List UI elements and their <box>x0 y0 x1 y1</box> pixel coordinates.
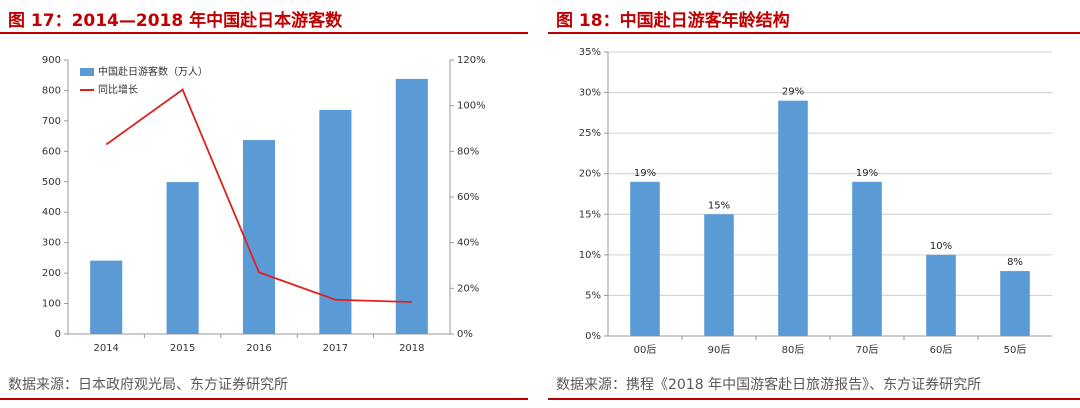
y-tick-label: 20% <box>579 169 601 180</box>
x-tick-label: 2015 <box>170 343 195 354</box>
data-label: 19% <box>856 168 878 179</box>
bar-50后 <box>1000 271 1030 336</box>
x-tick-label: 2017 <box>323 343 348 354</box>
bar-70后 <box>852 181 882 336</box>
left-title-rule <box>0 32 528 34</box>
left-bottom-rule <box>0 398 528 400</box>
y-tick-label: 15% <box>579 209 601 220</box>
y2-tick-label: 0% <box>457 329 473 340</box>
y2-tick-label: 20% <box>457 283 479 294</box>
y-tick-label: 600 <box>42 146 61 157</box>
y-tick-label: 0% <box>585 331 601 342</box>
x-tick-label: 70后 <box>856 344 879 356</box>
x-tick-label: 00后 <box>634 344 657 356</box>
x-tick-label: 2016 <box>246 343 271 354</box>
y-tick-label: 10% <box>579 250 601 261</box>
y2-tick-label: 80% <box>457 146 479 157</box>
right-chart-panel: 图 18：中国赴日游客年龄结构 0% 5% 10% 15% 20% 25% 30% 35% 19… <box>548 0 1080 408</box>
x-tick-label: 2014 <box>93 343 118 354</box>
data-label: 29% <box>782 87 804 98</box>
x-tick-label: 90后 <box>708 344 731 356</box>
y2-tick-label: 120% <box>457 55 486 66</box>
left-chart-source: 数据来源：日本政府观光局、东方证券研究所 <box>8 377 288 393</box>
left-chart-panel: 图 17：2014—2018 年中国赴日本游客数 0 100 200 300 400 50… <box>0 0 528 408</box>
y-tick-label: 0 <box>55 329 61 340</box>
left-chart: 0 100 200 300 400 500 600 700 800 900 0% 20% 40% 60% 8… <box>42 55 486 354</box>
right-bottom-rule <box>548 398 1080 400</box>
bar-90后 <box>704 214 734 336</box>
y-tick-label: 5% <box>585 290 601 301</box>
data-label: 19% <box>634 168 656 179</box>
bar-2015 <box>166 182 199 334</box>
y-tick-label: 400 <box>42 207 61 218</box>
right-chart-title: 图 18：中国赴日游客年龄结构 <box>556 11 790 31</box>
y-tick-label: 35% <box>579 47 601 58</box>
y-tick-label: 300 <box>42 238 61 249</box>
y-tick-label: 100 <box>42 299 61 310</box>
bar-2018 <box>395 78 428 335</box>
x-tick-label: 50后 <box>1004 344 1027 356</box>
y2-tick-label: 60% <box>457 192 479 203</box>
y-tick-label: 800 <box>42 85 61 96</box>
legend-label-bar: 中国赴日游客数（万人） <box>98 65 208 78</box>
bar-60后 <box>926 254 956 336</box>
left-chart-title: 图 17：2014—2018 年中国赴日本游客数 <box>8 11 343 31</box>
x-tick-label: 60后 <box>930 344 953 356</box>
y-tick-label: 900 <box>42 55 61 66</box>
y2-tick-label: 40% <box>457 238 479 249</box>
data-label: 10% <box>930 241 952 252</box>
legend-swatch-bar <box>80 68 94 76</box>
x-tick-label: 80后 <box>782 344 805 356</box>
bar-00后 <box>630 181 660 336</box>
y-tick-label: 30% <box>579 88 601 99</box>
data-label: 15% <box>708 200 730 211</box>
right-chart-source: 数据来源：携程《2018 年中国游客赴日旅游报告》、东方证券研究所 <box>556 377 982 393</box>
y2-tick-label: 100% <box>457 101 486 112</box>
y-tick-label: 200 <box>42 268 61 279</box>
y-tick-label: 25% <box>579 128 601 139</box>
x-tick-label: 2018 <box>399 343 424 354</box>
data-label: 8% <box>1007 257 1023 268</box>
bar-80后 <box>778 100 808 336</box>
bar-2016 <box>242 140 276 334</box>
bar-2014 <box>90 260 123 334</box>
right-chart: 0% 5% 10% 15% 20% 25% 30% 35% 19% 00后 15% 90后 29% 80后… <box>579 47 1052 356</box>
y-tick-label: 700 <box>42 116 61 127</box>
y-tick-label: 500 <box>42 177 61 188</box>
legend-label-line: 同比增长 <box>98 83 138 96</box>
right-title-rule <box>548 32 1080 34</box>
